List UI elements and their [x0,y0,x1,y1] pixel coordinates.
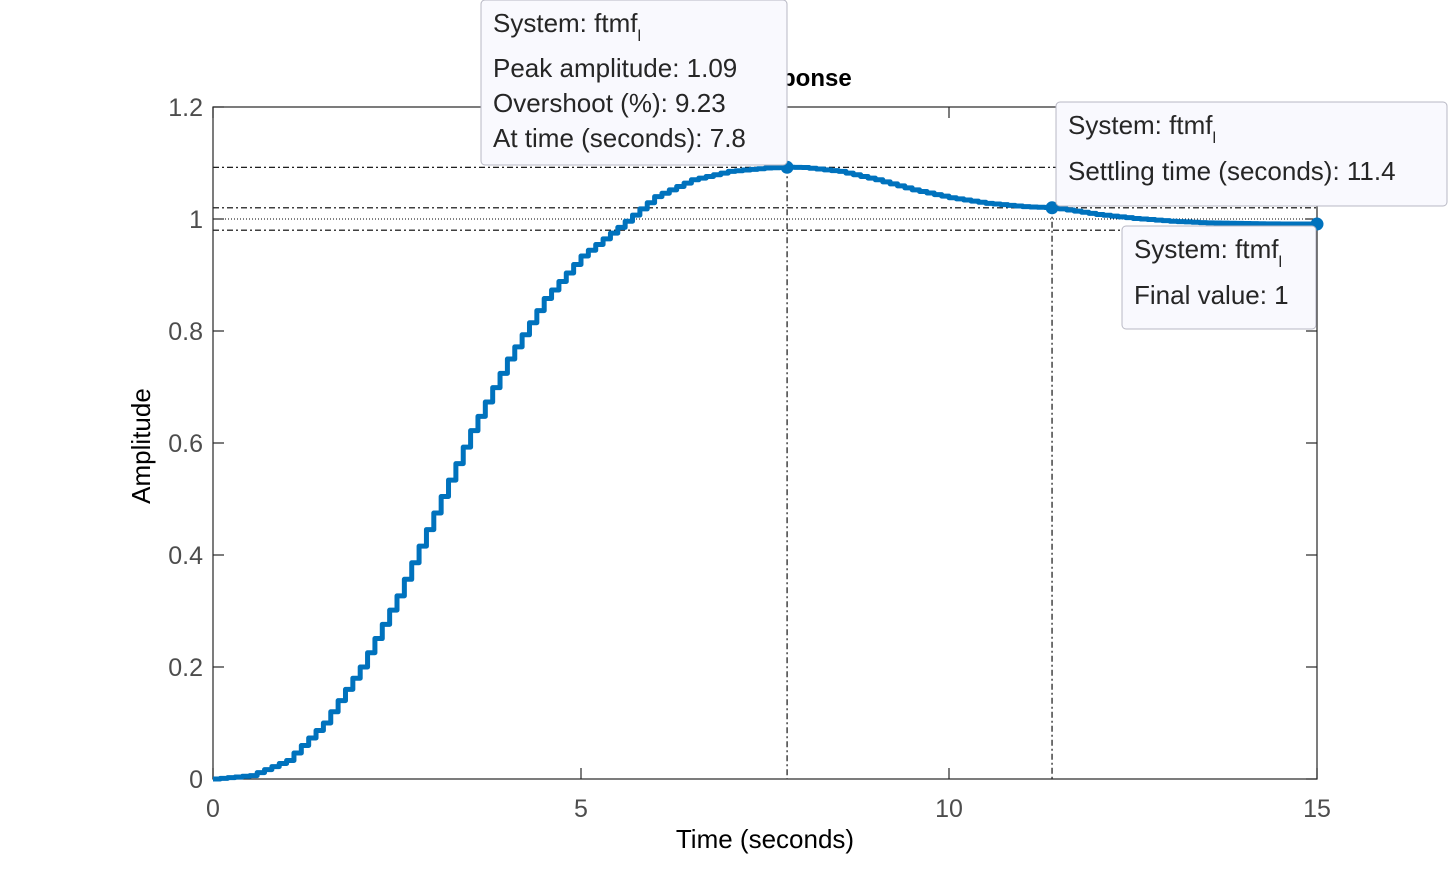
y-tick-label: 0.4 [168,542,203,570]
datatip-marker-settling [1045,201,1059,215]
datatip-box [1121,225,1317,330]
plot-area [212,106,1324,782]
datatip-line: Peak amplitude: 1.09 [493,53,737,83]
x-tick-label: 5 [574,795,588,823]
datatip-settling: System: ftmfl Settling time (seconds): 11… [1055,101,1448,207]
datatip-line: At time (seconds): 7.8 [493,123,746,153]
datatip-line: Settling time (seconds): 11.4 [1068,156,1396,186]
datatip-final: System: ftmfl Final value: 1 [1121,225,1317,330]
step-response-line [213,164,1317,782]
y-tick-labels: 0 0.2 0.4 0.6 0.8 1 1.2 [168,94,203,794]
x-tick-label: 0 [206,795,220,823]
y-axis-label: Amplitude [126,388,156,504]
datatip-system-label: System: ftmfl [1134,234,1282,271]
datatip-system-label: System: ftmfl [1068,110,1216,147]
y-tick-label: 0.8 [168,318,203,346]
x-tick-label: 10 [935,795,963,823]
datatip-line: Overshoot (%): 9.23 [493,88,726,118]
y-tick-label: 1 [189,206,203,234]
y-tick-label: 1.2 [168,94,203,122]
datatip-system-label: System: ftmfl [493,8,641,45]
x-axis-label: Time (seconds) [676,824,854,854]
datatips: System: ftmfl Peak amplitude: 1.09 Oversho… [480,0,1448,330]
datatip-line: Final value: 1 [1134,280,1289,310]
y-tick-label: 0.6 [168,430,203,458]
datatip-box [1055,101,1448,207]
y-tick-label: 0.2 [168,654,203,682]
datatip-box [480,0,788,166]
x-tick-label: 15 [1303,795,1331,823]
x-tick-labels: 0 5 10 15 [206,795,1331,823]
datatip-peak: System: ftmfl Peak amplitude: 1.09 Oversho… [480,0,788,166]
y-tick-label: 0 [189,766,203,794]
